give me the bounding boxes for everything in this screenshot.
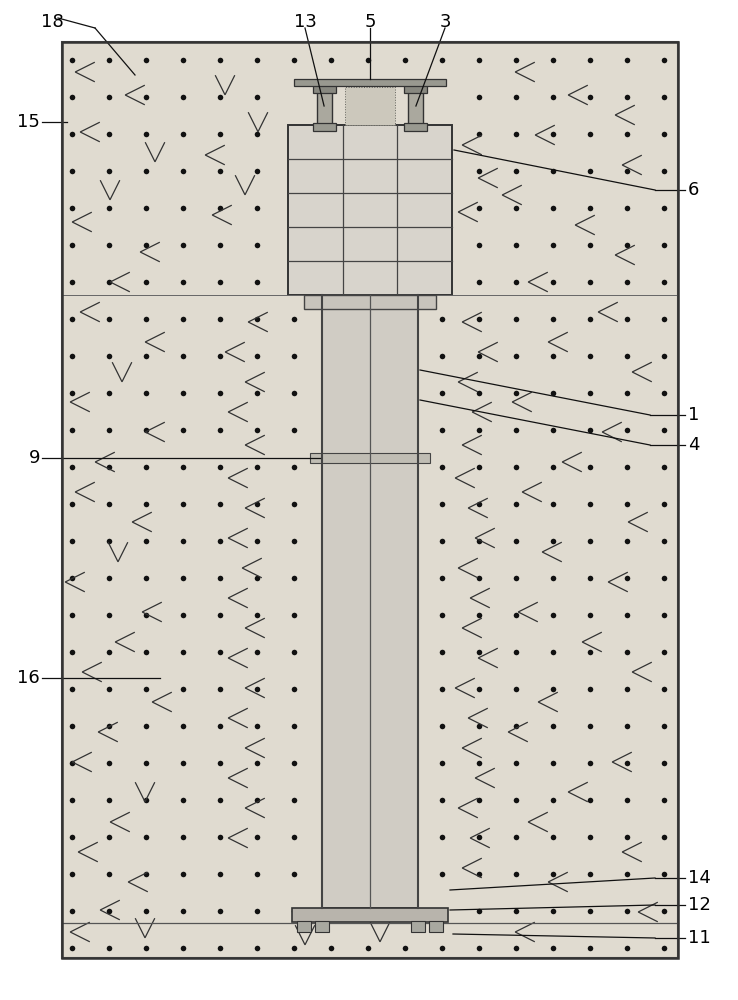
Bar: [317, 87, 331, 125]
Bar: [315, 921, 329, 932]
Text: 3: 3: [439, 13, 451, 31]
Text: 6: 6: [688, 181, 700, 199]
Text: 13: 13: [294, 13, 317, 31]
Bar: [345, 87, 395, 125]
Bar: [322, 295, 418, 908]
Bar: [411, 921, 425, 932]
Bar: [429, 921, 443, 932]
Text: 4: 4: [688, 436, 700, 454]
Bar: [62, 42, 678, 958]
Bar: [304, 295, 436, 309]
Bar: [408, 87, 424, 125]
Text: 18: 18: [41, 13, 63, 31]
Text: 16: 16: [17, 669, 40, 687]
Text: 11: 11: [688, 929, 711, 947]
Text: 15: 15: [17, 113, 40, 131]
Text: 12: 12: [688, 896, 711, 914]
Bar: [404, 85, 427, 93]
Text: 9: 9: [29, 449, 40, 467]
Bar: [294, 79, 446, 86]
Bar: [288, 125, 452, 295]
Bar: [292, 908, 448, 922]
Bar: [404, 123, 427, 131]
Bar: [297, 921, 311, 932]
Text: 14: 14: [688, 869, 711, 887]
Bar: [310, 453, 430, 463]
Text: 5: 5: [365, 13, 376, 31]
Text: 1: 1: [688, 406, 700, 424]
Bar: [313, 123, 336, 131]
Bar: [313, 85, 336, 93]
Bar: [62, 42, 678, 958]
